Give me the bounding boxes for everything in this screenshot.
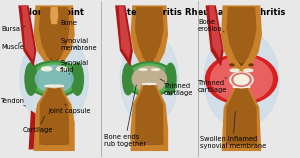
Text: Thinned
cartilage: Thinned cartilage [198, 77, 227, 93]
Polygon shape [222, 86, 261, 151]
Ellipse shape [204, 30, 279, 128]
Ellipse shape [123, 63, 134, 95]
Text: Bone: Bone [60, 20, 77, 29]
Text: Normal Joint: Normal Joint [25, 8, 84, 17]
Text: Bone ends
rub together: Bone ends rub together [104, 85, 146, 147]
Ellipse shape [45, 85, 64, 87]
Polygon shape [39, 7, 70, 61]
Text: Muscle: Muscle [1, 42, 24, 50]
Ellipse shape [234, 75, 249, 85]
Polygon shape [34, 86, 75, 151]
Polygon shape [226, 7, 256, 64]
Polygon shape [50, 7, 58, 24]
Text: Synovial
fluid: Synovial fluid [60, 60, 88, 74]
Polygon shape [230, 88, 253, 145]
Polygon shape [135, 7, 164, 63]
Ellipse shape [57, 67, 67, 71]
Ellipse shape [142, 83, 156, 85]
Polygon shape [39, 88, 69, 145]
Ellipse shape [42, 67, 52, 71]
Text: Rheumatoid Arthritis: Rheumatoid Arthritis [185, 8, 286, 17]
Ellipse shape [211, 57, 272, 101]
Polygon shape [43, 9, 65, 63]
Ellipse shape [232, 73, 251, 86]
Text: Swollen inflamed
synovial membrane: Swollen inflamed synovial membrane [200, 112, 266, 149]
Polygon shape [22, 5, 34, 60]
Text: Joint capsule: Joint capsule [49, 104, 91, 114]
Polygon shape [209, 5, 222, 59]
Ellipse shape [31, 63, 78, 95]
Ellipse shape [120, 32, 178, 126]
Ellipse shape [25, 63, 37, 95]
Polygon shape [115, 5, 133, 67]
Polygon shape [139, 85, 160, 145]
Ellipse shape [132, 66, 167, 92]
Polygon shape [230, 9, 252, 67]
Ellipse shape [71, 63, 83, 95]
Text: Synovial
membrane: Synovial membrane [60, 38, 97, 51]
Ellipse shape [230, 64, 234, 66]
Ellipse shape [230, 69, 239, 72]
Polygon shape [135, 85, 164, 145]
Polygon shape [130, 83, 168, 151]
Ellipse shape [140, 69, 147, 70]
Ellipse shape [249, 64, 253, 66]
Text: Thinned
cartilage: Thinned cartilage [160, 79, 193, 97]
Ellipse shape [152, 69, 159, 70]
Ellipse shape [26, 61, 82, 97]
Ellipse shape [244, 69, 253, 72]
Text: Tendon: Tendon [1, 98, 26, 106]
Polygon shape [43, 88, 65, 145]
Polygon shape [18, 5, 36, 67]
Polygon shape [28, 110, 35, 149]
Text: Bone
erosion: Bone erosion [198, 19, 224, 32]
Ellipse shape [124, 62, 175, 96]
Polygon shape [118, 5, 130, 59]
Text: Osteoarthritis: Osteoarthritis [116, 8, 183, 17]
Ellipse shape [128, 64, 171, 94]
Ellipse shape [20, 32, 88, 126]
Polygon shape [221, 5, 262, 73]
Polygon shape [34, 5, 75, 72]
Ellipse shape [233, 86, 250, 88]
Ellipse shape [165, 63, 176, 95]
Polygon shape [206, 5, 224, 67]
Ellipse shape [35, 66, 73, 92]
Polygon shape [139, 9, 160, 65]
Ellipse shape [230, 72, 253, 87]
Ellipse shape [206, 54, 278, 104]
Polygon shape [226, 87, 257, 145]
Polygon shape [130, 5, 168, 73]
Text: Cartilage: Cartilage [23, 116, 53, 133]
Text: Bursa: Bursa [1, 26, 25, 32]
